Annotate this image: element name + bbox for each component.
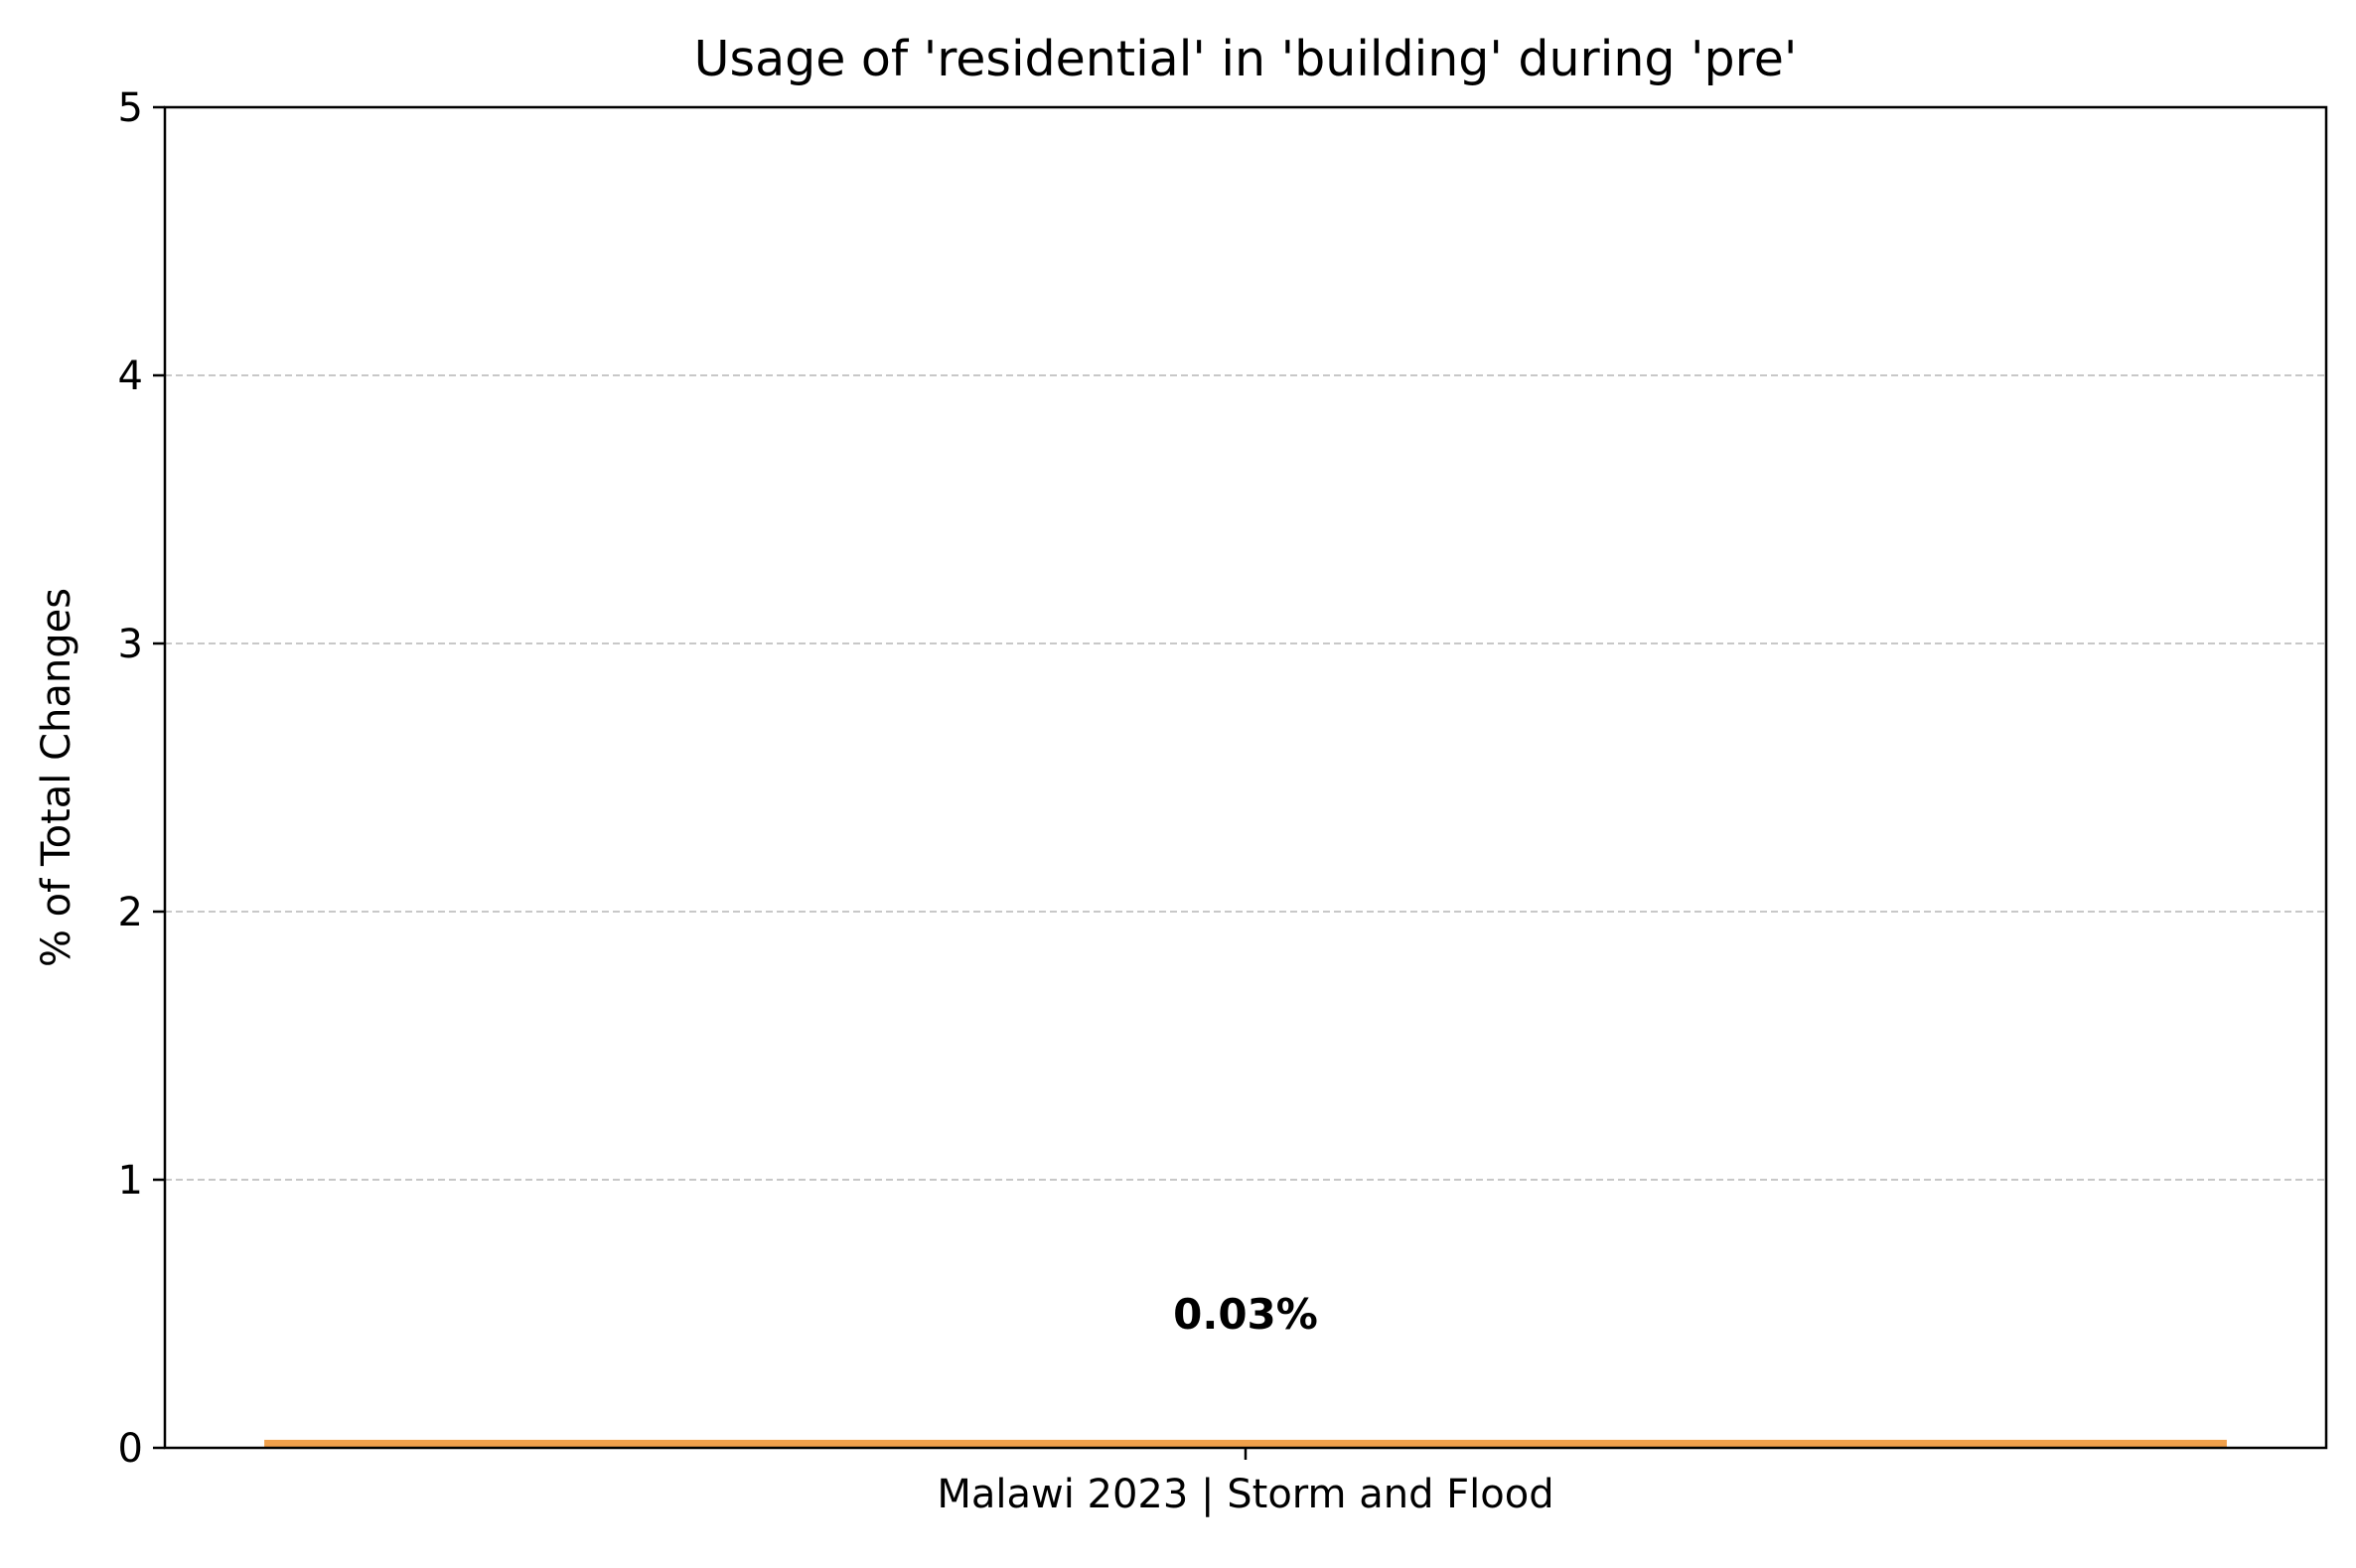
y-tick-label: 3 [118,622,143,667]
y-tick-label: 2 [118,890,143,935]
y-axis-label: % of Total Changes [34,588,79,967]
y-tick-label: 0 [118,1426,143,1472]
y-tick-label: 4 [118,354,143,399]
y-tick-label: 5 [118,85,143,131]
bars: 0.03% [264,1290,2227,1448]
bar [264,1439,2227,1448]
bar-value-label: 0.03% [1173,1290,1318,1339]
y-ticks: 0 1 2 3 4 5 [118,85,165,1472]
y-tick-label: 1 [118,1158,143,1204]
x-ticks: Malawi 2023 | Storm and Flood [937,1448,1554,1517]
gridlines [165,374,2326,1181]
plot-frame [163,105,2328,1450]
chart-title: Usage of 'residential' in 'building' dur… [694,31,1798,87]
x-tick-label: Malawi 2023 | Storm and Flood [937,1472,1553,1517]
